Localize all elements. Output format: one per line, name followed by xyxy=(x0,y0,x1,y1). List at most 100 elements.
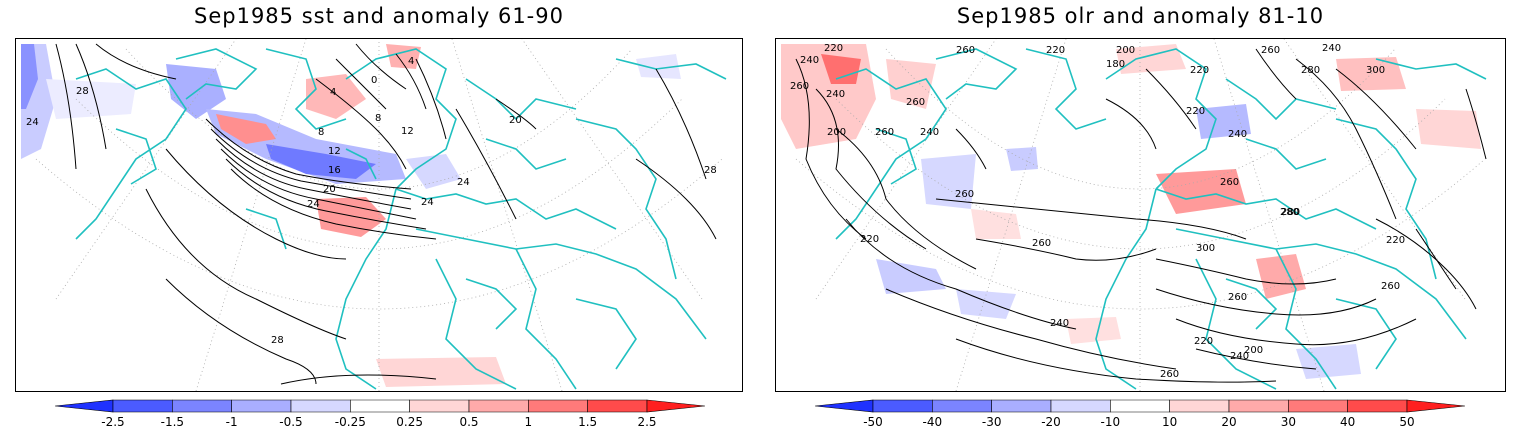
colorbar-tick-label: -30 xyxy=(982,415,1002,429)
contour-label: 260 xyxy=(1261,45,1280,56)
olr-graticule xyxy=(795,39,1486,391)
contour-label: 220 xyxy=(1186,106,1205,117)
contour-label: 180 xyxy=(1106,59,1125,70)
contour-label: 260 xyxy=(1160,369,1179,380)
colorbar-tick-label: 1 xyxy=(525,415,533,429)
colorbar-segment xyxy=(290,399,351,413)
contour-label: 260 xyxy=(1228,292,1247,303)
sst-coastlines xyxy=(75,48,727,390)
sst-anomaly-map: 24 28 0 4 8 12 16 20 24 28 20 24 24 12 8… xyxy=(15,38,743,392)
right-panel-title: Sep1985 olr and anomaly 81-10 xyxy=(956,4,1325,28)
contour-label: 300 xyxy=(1366,65,1385,76)
contour-label: 220 xyxy=(1046,45,1065,56)
colorbar-segment xyxy=(872,399,933,413)
sst-anomaly-shading xyxy=(21,44,681,387)
colorbar-segment xyxy=(1288,399,1348,413)
sst-contours xyxy=(55,43,717,385)
contour-label: 24 xyxy=(457,177,470,188)
colorbar-segment xyxy=(55,399,114,413)
left-panel-title: Sep1985 sst and anomaly 61-90 xyxy=(194,4,564,28)
contour-label: 260 xyxy=(955,189,974,200)
contour-label: 240 xyxy=(920,127,939,138)
colorbar-tick-label: -50 xyxy=(863,415,883,429)
colorbar-segment xyxy=(409,399,470,413)
contour-label: 220 xyxy=(1190,65,1209,76)
contour-label: 200 xyxy=(827,127,846,138)
colorbar-segment xyxy=(1347,399,1408,413)
sst-colorbar: -2.5 -1.5 -1 -0.5 -0.25 0.25 0.5 1 1.5 2.5 xyxy=(55,399,705,429)
contour-label: 240 xyxy=(800,55,819,66)
colorbar-tick-label: -1.5 xyxy=(161,415,184,429)
contour-label: 260 xyxy=(956,45,975,56)
contour-label: 8 xyxy=(318,127,324,138)
colorbar-segment xyxy=(1050,399,1111,413)
contour-label: 280 xyxy=(1281,207,1300,218)
contour-label: 24 xyxy=(307,199,320,210)
colorbar-segment xyxy=(1169,399,1230,413)
colorbar-segment xyxy=(112,399,173,413)
contour-label: 20 xyxy=(323,184,336,195)
colorbar-tick-label: -20 xyxy=(1041,415,1061,429)
contour-label: 220 xyxy=(1386,235,1405,246)
contour-label: 0 xyxy=(371,75,377,86)
contour-label: 200 xyxy=(1244,345,1263,356)
contour-label: 260 xyxy=(1381,281,1400,292)
contour-label: 28 xyxy=(704,165,717,176)
contour-label: 280 xyxy=(1280,207,1299,218)
contour-label: 28 xyxy=(271,335,284,346)
sst-graticule xyxy=(35,39,723,391)
olr-colorbar-cells xyxy=(815,399,1465,413)
contour-label: 240 xyxy=(1230,351,1249,362)
contour-label: 4 xyxy=(408,56,414,67)
contour-label: 8 xyxy=(375,113,381,124)
olr-contour-labels: 220 240 260 200 180 220 240 260 280 300 … xyxy=(790,43,1405,380)
contour-label: 240 xyxy=(1322,43,1341,54)
contour-label: 220 xyxy=(860,234,879,245)
olr-anomaly-shading xyxy=(781,44,1481,379)
sst-colorbar-cells xyxy=(55,399,705,413)
contour-label: 12 xyxy=(401,126,414,137)
olr-anomaly-map: 220 240 260 200 180 220 240 260 280 300 … xyxy=(775,38,1506,392)
colorbar-segment xyxy=(528,399,588,413)
olr-coastlines xyxy=(835,48,1487,390)
olr-colorbar-labels: -50 -40 -30 -20 -10 10 20 30 40 50 xyxy=(863,415,1414,429)
contour-label: 240 xyxy=(1228,129,1247,140)
colorbar-tick-label: 40 xyxy=(1340,415,1355,429)
colorbar-tick-label: 1.5 xyxy=(578,415,597,429)
contour-label: 220 xyxy=(1194,336,1213,347)
colorbar-tick-label: -40 xyxy=(923,415,943,429)
contour-label: 260 xyxy=(1032,238,1051,249)
colorbar-tick-label: -0.5 xyxy=(279,415,302,429)
colorbar-tick-label: 30 xyxy=(1281,415,1296,429)
colorbar-segment xyxy=(350,399,410,413)
colorbar-segment xyxy=(1406,399,1465,413)
sst-map-canvas: 24 28 0 4 8 12 16 20 24 28 20 24 24 12 8… xyxy=(21,39,727,391)
contour-label: 20 xyxy=(509,115,522,126)
colorbar-segment xyxy=(932,399,992,413)
sst-contour-labels: 24 28 0 4 8 12 16 20 24 28 20 24 24 12 8… xyxy=(26,56,717,346)
colorbar-tick-label: 0.25 xyxy=(396,415,423,429)
contour-label: 4 xyxy=(330,87,336,98)
olr-map-canvas: 220 240 260 200 180 220 240 260 280 300 … xyxy=(781,39,1487,391)
contour-label: 12 xyxy=(328,146,341,157)
colorbar-tick-label: -0.25 xyxy=(335,415,366,429)
colorbar-segment xyxy=(1228,399,1289,413)
contour-label: 24 xyxy=(421,197,434,208)
olr-contours xyxy=(795,48,1487,383)
colorbar-tick-label: 20 xyxy=(1221,415,1236,429)
contour-label: 16 xyxy=(328,165,341,176)
colorbar-segment xyxy=(815,399,874,413)
olr-colorbar: -50 -40 -30 -20 -10 10 20 30 40 50 xyxy=(815,399,1465,429)
contour-label: 200 xyxy=(1116,45,1135,56)
contour-label: 260 xyxy=(790,81,809,92)
colorbar-tick-label: -2.5 xyxy=(101,415,124,429)
colorbar-tick-label: 10 xyxy=(1162,415,1177,429)
contour-label: 260 xyxy=(875,127,894,138)
colorbar-segment xyxy=(468,399,529,413)
colorbar-tick-label: 0.5 xyxy=(459,415,478,429)
contour-label: 240 xyxy=(826,89,845,100)
colorbar-segment xyxy=(646,399,705,413)
contour-label: 280 xyxy=(1301,65,1320,76)
sst-colorbar-labels: -2.5 -1.5 -1 -0.5 -0.25 0.25 0.5 1 1.5 2.5 xyxy=(101,415,656,429)
colorbar-tick-label: 2.5 xyxy=(637,415,656,429)
